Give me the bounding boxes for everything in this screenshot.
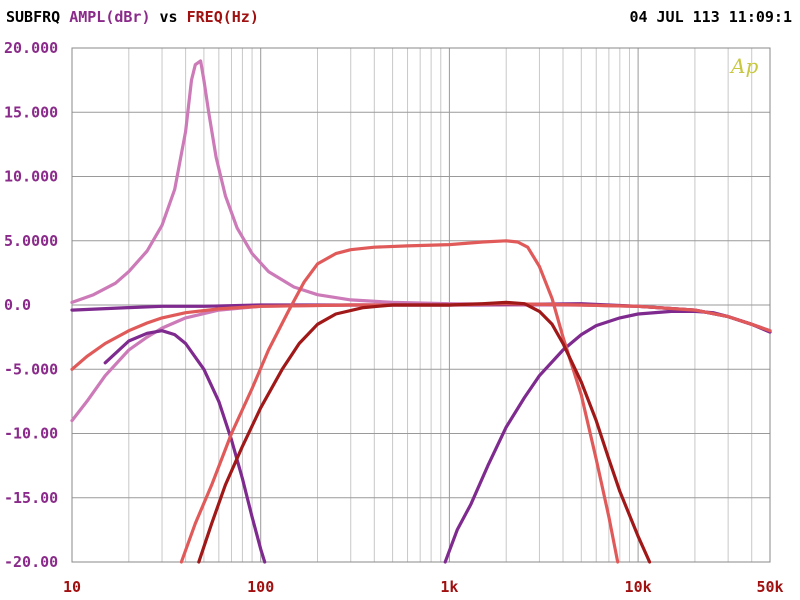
curve-1	[70, 303, 772, 423]
y-tick-label: 20.000	[4, 39, 58, 57]
curve-4	[103, 329, 267, 564]
y-tick-label: -15.00	[4, 489, 58, 507]
x-tick-label: 10	[63, 578, 81, 596]
plot-frame	[71, 47, 771, 563]
x-tick-label: 1k	[440, 578, 458, 596]
curve-6	[70, 302, 772, 371]
ap-logo: Ap	[729, 54, 758, 78]
timestamp: 04 JUL 113 11:09:1	[629, 8, 792, 26]
x-tick-label: 50k	[756, 578, 783, 596]
y-tick-label: 0.0	[4, 296, 31, 314]
curve-2	[70, 59, 772, 333]
curve-7	[179, 239, 620, 564]
x-tick-label: 10k	[625, 578, 652, 596]
y-tick-label: -5.000	[4, 360, 58, 378]
measurement-name: SUBFRQ	[6, 8, 61, 26]
x-tick-label: 100	[247, 578, 274, 596]
vs-label: vs	[159, 8, 178, 26]
curve-8	[197, 300, 652, 564]
chart-header-title: SUBFRQ AMPL(dBr) vs FREQ(Hz)	[6, 8, 259, 26]
x-quantity: FREQ(Hz)	[186, 8, 259, 26]
y-tick-label: 15.000	[4, 103, 58, 121]
y-quantity: AMPL(dBr)	[69, 8, 151, 26]
chart-curves	[70, 59, 772, 564]
y-tick-label: 5.0000	[4, 232, 58, 250]
curve-5	[443, 309, 772, 564]
y-tick-label: 10.000	[4, 168, 58, 186]
y-axis-ticks: 20.000 15.000 10.000 5.0000 0.0 -5.000 -10.00 -…	[4, 39, 58, 571]
x-axis-ticks: 10 100 1k 10k 50k	[63, 578, 784, 596]
y-tick-label: -10.00	[4, 425, 58, 443]
y-tick-label: -20.00	[4, 553, 58, 571]
